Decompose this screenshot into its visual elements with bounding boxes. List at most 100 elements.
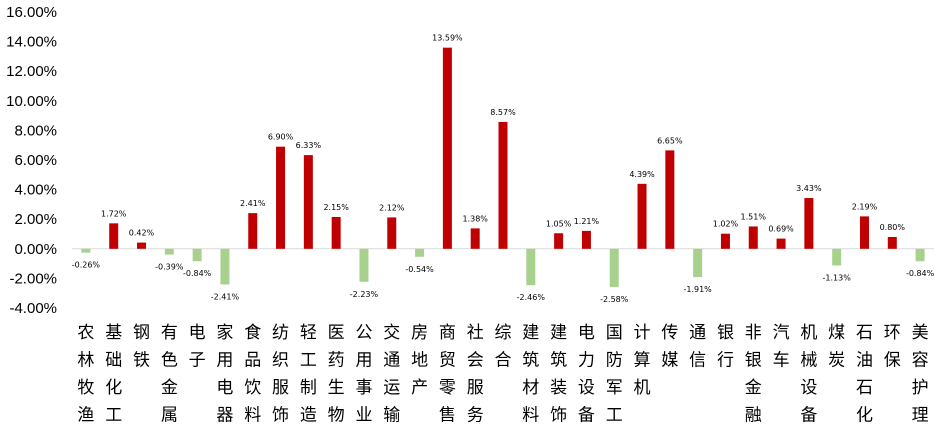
category-char: 色 bbox=[161, 351, 178, 371]
category-label-21: 计算机 bbox=[634, 323, 651, 398]
bar-29 bbox=[859, 216, 869, 249]
category-label-23: 通信 bbox=[689, 323, 706, 371]
category-char: 合 bbox=[495, 351, 512, 371]
data-label-20: -2.58% bbox=[600, 295, 629, 304]
data-label-12: 2.12% bbox=[379, 203, 405, 212]
bar-30 bbox=[887, 236, 897, 249]
bar-10 bbox=[331, 216, 341, 249]
bar-23 bbox=[693, 248, 703, 278]
data-label-18: 1.05% bbox=[546, 219, 572, 228]
category-char: 建 bbox=[550, 323, 567, 343]
category-char: 计 bbox=[634, 323, 651, 343]
category-char: 地 bbox=[411, 351, 428, 371]
data-label-21: 4.39% bbox=[629, 170, 655, 179]
category-label-26: 汽车 bbox=[773, 323, 790, 371]
category-char: 保 bbox=[884, 351, 901, 371]
category-char: 产 bbox=[411, 378, 428, 398]
category-label-3: 钢铁 bbox=[133, 323, 150, 371]
category-char: 饰 bbox=[272, 406, 289, 426]
category-char: 工 bbox=[105, 406, 122, 426]
bar-28 bbox=[832, 248, 842, 266]
data-label-16: 8.57% bbox=[490, 108, 516, 117]
data-label-1: -0.26% bbox=[72, 261, 101, 270]
data-label-9: 6.33% bbox=[296, 141, 322, 150]
data-label-26: 0.69% bbox=[768, 225, 794, 234]
category-char: 食 bbox=[244, 323, 261, 343]
data-label-29: 2.19% bbox=[852, 202, 878, 211]
data-label-27: 3.43% bbox=[796, 184, 822, 193]
category-char: 车 bbox=[773, 351, 790, 371]
category-char: 造 bbox=[300, 406, 317, 426]
category-char: 用 bbox=[355, 351, 372, 371]
category-char: 油 bbox=[856, 351, 873, 371]
category-label-5: 电子 bbox=[189, 323, 206, 371]
data-label-17: -2.46% bbox=[517, 293, 546, 302]
category-char: 建 bbox=[522, 323, 539, 343]
category-char: 美 bbox=[912, 323, 929, 343]
category-char: 媒 bbox=[661, 351, 678, 371]
bar-13 bbox=[415, 248, 425, 257]
category-char: 设 bbox=[800, 378, 817, 398]
bar-19 bbox=[581, 230, 591, 249]
category-char: 电 bbox=[216, 378, 233, 398]
category-char: 饮 bbox=[244, 378, 261, 398]
category-char: 用 bbox=[216, 351, 233, 371]
category-char: 力 bbox=[578, 351, 595, 371]
category-char: 工 bbox=[606, 406, 623, 426]
category-char: 材 bbox=[522, 378, 539, 398]
bar-6 bbox=[220, 248, 230, 285]
category-char: 械 bbox=[800, 351, 817, 371]
data-label-30: 0.80% bbox=[880, 223, 906, 232]
data-label-13: -0.54% bbox=[405, 265, 434, 274]
category-char: 轻 bbox=[300, 323, 317, 343]
category-char: 通 bbox=[689, 323, 706, 343]
category-char: 务 bbox=[467, 406, 484, 426]
category-char: 业 bbox=[355, 406, 372, 426]
bar-5 bbox=[192, 248, 202, 262]
category-char: 装 bbox=[550, 378, 567, 398]
bar-31 bbox=[915, 248, 925, 262]
category-char: 化 bbox=[105, 378, 122, 398]
category-char: 药 bbox=[328, 351, 345, 371]
y-tick-label: -2.00% bbox=[9, 270, 57, 287]
category-char: 防 bbox=[606, 351, 623, 371]
bar-21 bbox=[637, 183, 647, 249]
bar-3 bbox=[137, 242, 147, 249]
data-label-22: 6.65% bbox=[657, 136, 683, 145]
bar-series bbox=[81, 47, 925, 287]
data-label-10: 2.15% bbox=[323, 203, 349, 212]
bar-14 bbox=[442, 47, 452, 249]
category-char: 石 bbox=[856, 323, 873, 343]
category-char: 子 bbox=[189, 351, 206, 371]
y-tick-label: 12.00% bbox=[6, 63, 57, 80]
category-char: 事 bbox=[355, 378, 372, 398]
y-tick-label: 14.00% bbox=[6, 34, 57, 51]
data-label-25: 1.51% bbox=[741, 212, 767, 221]
category-char: 电 bbox=[578, 323, 595, 343]
category-char: 础 bbox=[105, 351, 122, 371]
category-char: 化 bbox=[856, 406, 873, 426]
category-char: 非 bbox=[745, 323, 762, 343]
category-char: 炭 bbox=[828, 351, 845, 371]
category-char: 品 bbox=[244, 351, 261, 371]
category-char: 物 bbox=[328, 406, 345, 426]
y-tick-label: 16.00% bbox=[6, 4, 57, 21]
category-char: 筑 bbox=[550, 351, 567, 371]
bar-18 bbox=[554, 233, 564, 249]
category-char: 电 bbox=[189, 323, 206, 343]
